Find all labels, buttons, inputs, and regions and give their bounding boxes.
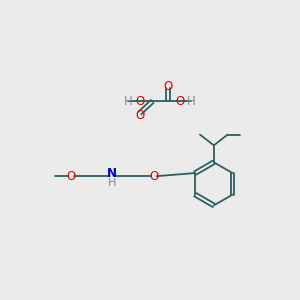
Text: O: O bbox=[66, 169, 75, 183]
Text: N: N bbox=[107, 167, 117, 180]
Text: H: H bbox=[187, 95, 196, 108]
Text: H: H bbox=[108, 178, 116, 188]
Text: H: H bbox=[124, 95, 133, 108]
Text: O: O bbox=[135, 95, 145, 108]
Text: O: O bbox=[175, 95, 184, 108]
Text: O: O bbox=[135, 109, 145, 122]
Text: O: O bbox=[163, 80, 172, 92]
Text: O: O bbox=[149, 169, 158, 183]
